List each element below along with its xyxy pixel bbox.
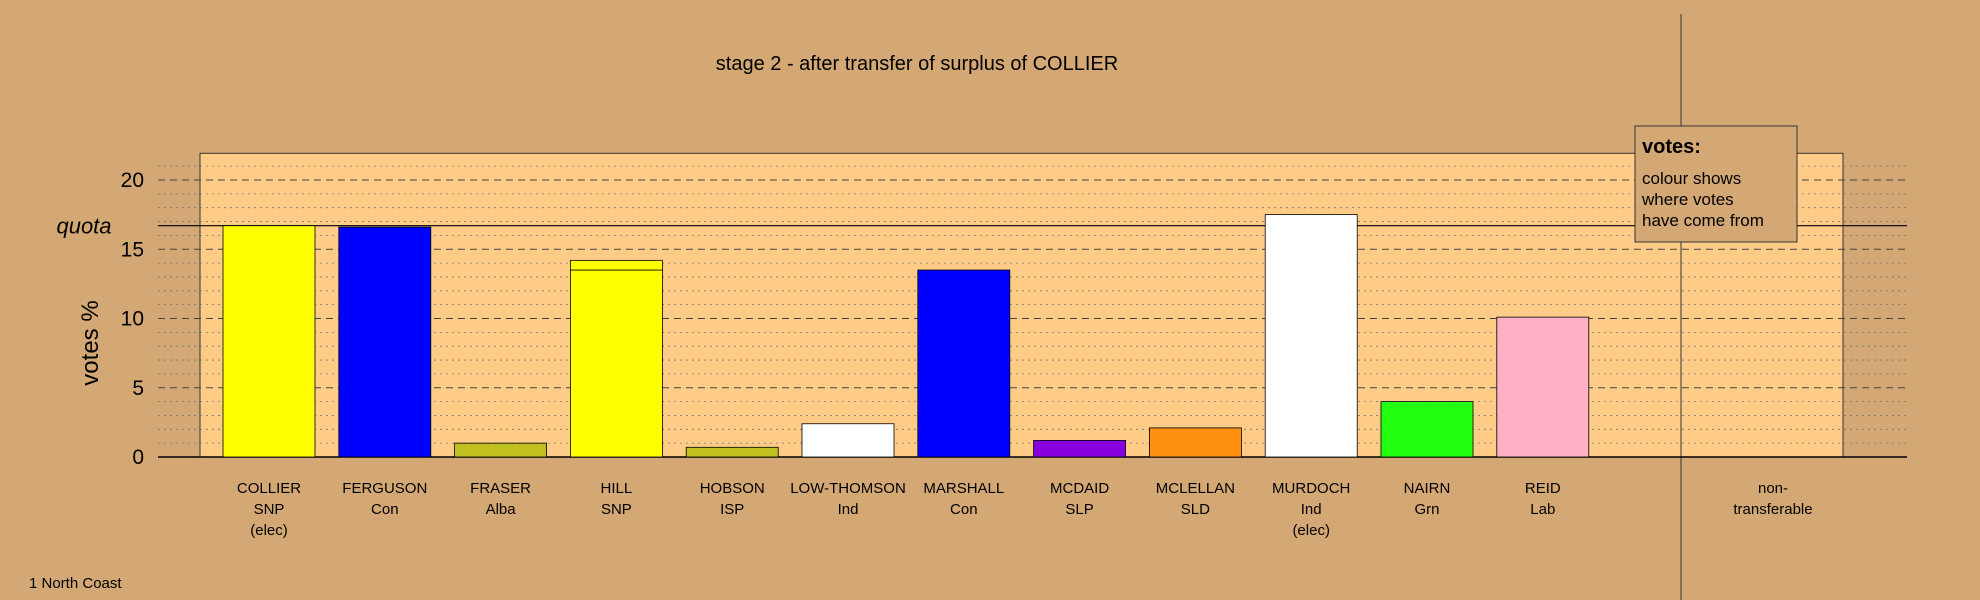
bar-low-thomson-segment-1 [801, 423, 895, 458]
legend: votes: colour shows where votes have com… [1634, 125, 1798, 243]
nontransferable-label-2: transferable [1733, 501, 1812, 518]
bar-hobson-segment-1 [685, 446, 779, 458]
x-label-note: (elec) [250, 522, 288, 539]
quota-label: quota [56, 214, 111, 239]
x-label-party: Lab [1530, 501, 1555, 518]
bar-hill-segment-2 [570, 259, 663, 271]
x-label-name: MURDOCH [1272, 480, 1350, 497]
x-label-party: Ind [1301, 501, 1322, 518]
bar-fraser-segment-1 [454, 442, 548, 458]
x-label-name: REID [1525, 480, 1561, 497]
x-label-name: MCLELLAN [1156, 480, 1235, 497]
bar-collier-segment-1 [222, 225, 316, 458]
x-label-party: Ind [838, 501, 859, 518]
legend-line-1: colour shows [1642, 169, 1741, 188]
y-tick-label: 10 [121, 308, 144, 331]
bar-mclellan-segment-1 [1149, 427, 1242, 458]
x-label-name: MARSHALL [923, 480, 1004, 497]
bar-murdoch-segment-1 [1264, 214, 1358, 458]
plot-area [199, 152, 1844, 458]
x-label-party: SLP [1065, 501, 1093, 518]
bar-hill-segment-1 [570, 269, 663, 458]
x-label-note: (elec) [1292, 522, 1330, 539]
x-label-party: SLD [1181, 501, 1210, 518]
bars [222, 214, 1819, 458]
legend-title: votes: [1642, 136, 1701, 158]
x-label-name: FERGUSON [342, 480, 427, 497]
y-ticks: 0 5 10 15 20 [121, 169, 144, 469]
x-label-name: HILL [601, 480, 633, 497]
bar-nairn-segment-1 [1380, 401, 1474, 458]
footnote: 1 North Coast [29, 575, 122, 592]
x-label-party: SNP [601, 501, 632, 518]
x-label-name: HOBSON [700, 480, 765, 497]
y-tick-label: 5 [132, 377, 144, 400]
x-label-party: SNP [254, 501, 285, 518]
nontransferable-label-1: non- [1758, 480, 1788, 497]
x-label-party: Con [371, 501, 399, 518]
y-axis-label: votes % [77, 300, 104, 385]
bar-reid-segment-1 [1496, 316, 1590, 458]
y-tick-label: 0 [132, 446, 144, 469]
x-label-name: LOW-THOMSON [790, 480, 906, 497]
y-tick-label: 20 [121, 169, 144, 192]
grid [158, 165, 1907, 444]
x-label-party: Con [950, 501, 978, 518]
x-labels: COLLIER SNP (elec) FERGUSON Con FRASER Alba HIL… [237, 480, 1561, 539]
x-label-name: FRASER [470, 480, 531, 497]
bar-ferguson-segment-1 [338, 226, 432, 458]
bar-marshall-segment-1 [917, 269, 1011, 458]
legend-line-3: have come from [1642, 211, 1764, 230]
y-tick-label: 15 [121, 238, 144, 261]
x-label-name: COLLIER [237, 480, 301, 497]
x-label-party: ISP [720, 501, 744, 518]
bar-mcdaid-segment-1 [1033, 439, 1126, 458]
legend-line-2: where votes [1641, 190, 1734, 209]
x-label-name: NAIRN [1404, 480, 1451, 497]
x-label-name: MCDAID [1050, 480, 1109, 497]
x-label-party: Grn [1414, 501, 1439, 518]
chart-title: stage 2 - after transfer of surplus of C… [716, 53, 1118, 75]
x-label-party: Alba [486, 501, 517, 518]
